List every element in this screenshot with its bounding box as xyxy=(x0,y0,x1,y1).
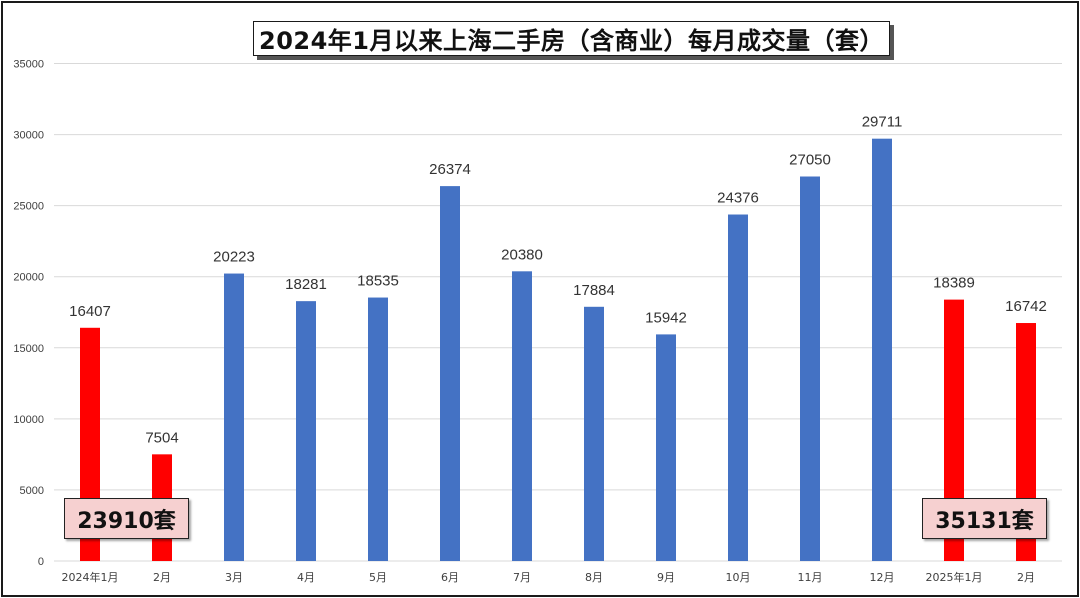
bar xyxy=(296,301,316,561)
chart-title: 2024年1月以来上海二手房（含商业）每月成交量（套） xyxy=(253,21,890,56)
x-tick-label: 2024年1月 xyxy=(62,570,119,584)
data-label: 18389 xyxy=(933,275,975,292)
bar xyxy=(512,271,532,561)
data-label: 18281 xyxy=(285,276,327,293)
x-tick-label: 11月 xyxy=(798,571,823,584)
data-label: 29711 xyxy=(862,114,903,131)
data-label: 27050 xyxy=(789,152,831,169)
y-tick-label: 5000 xyxy=(20,485,44,497)
data-label: 17884 xyxy=(573,282,615,299)
data-label: 26374 xyxy=(429,161,471,178)
x-tick-label: 3月 xyxy=(225,571,243,584)
bar xyxy=(944,299,964,561)
x-tick-label: 2025年1月 xyxy=(926,570,983,584)
bar xyxy=(440,186,460,561)
annotation-total-2025: 35131套 xyxy=(922,498,1047,539)
x-tick-label: 10月 xyxy=(726,571,751,584)
x-tick-label: 2月 xyxy=(1017,571,1035,584)
x-tick-label: 9月 xyxy=(657,571,675,584)
y-tick-label: 25000 xyxy=(13,201,44,213)
data-label: 20223 xyxy=(213,249,255,266)
y-tick-label: 10000 xyxy=(13,414,44,426)
data-label: 18535 xyxy=(357,273,399,290)
x-tick-label: 7月 xyxy=(513,571,531,584)
bar xyxy=(656,334,676,561)
data-label: 24376 xyxy=(717,190,759,207)
data-label: 16407 xyxy=(69,303,111,320)
data-labels: 16407 7504 20223 18281 18535 26374 20380 17884 1… xyxy=(69,114,1047,447)
x-tick-label: 6月 xyxy=(441,571,459,584)
data-label: 7504 xyxy=(145,429,178,446)
x-axis-tick-labels: 2024年1月 2月 3月 4月 5月 6月 7月 8月 9月 10月 11月 12月 2025年1月 2… xyxy=(62,570,1036,584)
bar xyxy=(872,138,892,561)
x-tick-label: 4月 xyxy=(297,571,315,584)
data-label: 15942 xyxy=(645,309,687,326)
y-tick-label: 35000 xyxy=(13,59,44,71)
y-tick-label: 0 xyxy=(38,556,44,568)
y-tick-label: 15000 xyxy=(13,343,44,355)
bar xyxy=(728,214,748,561)
y-tick-label: 30000 xyxy=(13,130,44,142)
gridlines xyxy=(54,63,1062,562)
x-tick-label: 5月 xyxy=(369,571,387,584)
bar xyxy=(224,273,244,561)
bar xyxy=(584,306,604,561)
bars xyxy=(80,138,1036,561)
x-tick-label: 8月 xyxy=(585,571,603,584)
bar xyxy=(800,176,820,561)
bar xyxy=(368,297,388,561)
data-label: 16742 xyxy=(1005,298,1047,315)
x-tick-label: 12月 xyxy=(870,571,895,584)
annotation-total-2024: 23910套 xyxy=(64,498,189,539)
data-label: 20380 xyxy=(501,246,543,263)
y-axis-tick-labels: 0 5000 10000 15000 20000 25000 30000 35000 xyxy=(13,59,44,569)
x-tick-label: 2月 xyxy=(153,571,171,584)
y-tick-label: 20000 xyxy=(13,272,44,284)
